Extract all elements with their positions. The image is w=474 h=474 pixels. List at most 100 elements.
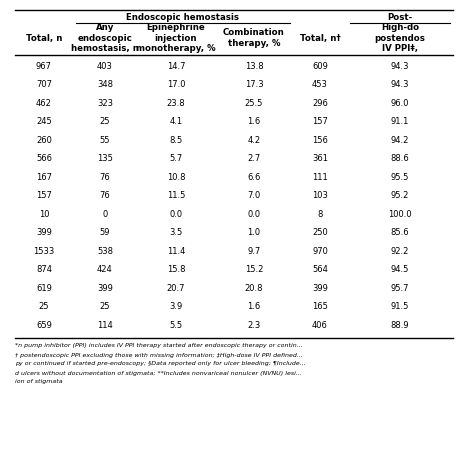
Text: 403: 403: [97, 62, 113, 71]
Text: 95.5: 95.5: [391, 173, 409, 182]
Text: 95.7: 95.7: [391, 284, 409, 293]
Text: 245: 245: [36, 117, 52, 126]
Text: 0.0: 0.0: [169, 210, 182, 219]
Text: 96.0: 96.0: [391, 99, 409, 108]
Text: High-do
postendos
IV PPI‡,: High-do postendos IV PPI‡,: [374, 23, 426, 53]
Text: 11.4: 11.4: [167, 247, 185, 256]
Text: 88.9: 88.9: [391, 321, 410, 330]
Text: 59: 59: [100, 228, 110, 237]
Text: 619: 619: [36, 284, 52, 293]
Text: 25: 25: [100, 117, 110, 126]
Text: Epinephrine
injection
monotherapy, %: Epinephrine injection monotherapy, %: [136, 23, 216, 53]
Text: 970: 970: [312, 247, 328, 256]
Text: 399: 399: [97, 284, 113, 293]
Text: 6.6: 6.6: [247, 173, 261, 182]
Text: 4.2: 4.2: [247, 136, 261, 145]
Text: 100.0: 100.0: [388, 210, 412, 219]
Text: 55: 55: [100, 136, 110, 145]
Text: 10: 10: [39, 210, 49, 219]
Text: 250: 250: [312, 228, 328, 237]
Text: 20.8: 20.8: [245, 284, 263, 293]
Text: 3.9: 3.9: [169, 302, 182, 311]
Text: 76: 76: [100, 191, 110, 200]
Text: 566: 566: [36, 154, 52, 163]
Text: 76: 76: [100, 173, 110, 182]
Text: 707: 707: [36, 80, 52, 89]
Text: 348: 348: [97, 80, 113, 89]
Text: 25: 25: [39, 302, 49, 311]
Text: 967: 967: [36, 62, 52, 71]
Text: 167: 167: [36, 173, 52, 182]
Text: 94.3: 94.3: [391, 62, 409, 71]
Text: 874: 874: [36, 265, 52, 274]
Text: *n pump inhibitor (PPI) includes IV PPI therapy started after endoscopic therapy: *n pump inhibitor (PPI) includes IV PPI …: [15, 344, 303, 348]
Text: 361: 361: [312, 154, 328, 163]
Text: 25: 25: [100, 302, 110, 311]
Text: 0: 0: [102, 210, 108, 219]
Text: Total, n: Total, n: [26, 34, 62, 43]
Text: Post-: Post-: [387, 12, 413, 21]
Text: 15.2: 15.2: [245, 265, 263, 274]
Text: 10.8: 10.8: [167, 173, 185, 182]
Text: 17.3: 17.3: [245, 80, 264, 89]
Text: 538: 538: [97, 247, 113, 256]
Text: 85.6: 85.6: [391, 228, 410, 237]
Text: 11.5: 11.5: [167, 191, 185, 200]
Text: py or continued if started pre-endoscopy; §Data reported only for ulcer bleeding: py or continued if started pre-endoscopy…: [15, 362, 306, 366]
Text: † postendoscopic PPI excluding those with missing information; ‡High-dose IV PPI: † postendoscopic PPI excluding those wit…: [15, 353, 303, 357]
Text: 1.6: 1.6: [247, 117, 261, 126]
Text: 13.8: 13.8: [245, 62, 264, 71]
Text: 114: 114: [97, 321, 113, 330]
Text: 260: 260: [36, 136, 52, 145]
Text: 8: 8: [317, 210, 323, 219]
Text: 609: 609: [312, 62, 328, 71]
Text: 91.5: 91.5: [391, 302, 409, 311]
Text: 15.8: 15.8: [167, 265, 185, 274]
Text: Combination
therapy, %: Combination therapy, %: [223, 28, 285, 48]
Text: 4.1: 4.1: [169, 117, 182, 126]
Text: 7.0: 7.0: [247, 191, 261, 200]
Text: 462: 462: [36, 99, 52, 108]
Text: Total, n†: Total, n†: [300, 34, 340, 43]
Text: 5.5: 5.5: [169, 321, 182, 330]
Text: 20.7: 20.7: [167, 284, 185, 293]
Text: 17.0: 17.0: [167, 80, 185, 89]
Text: 103: 103: [312, 191, 328, 200]
Text: 25.5: 25.5: [245, 99, 263, 108]
Text: 157: 157: [312, 117, 328, 126]
Text: 91.1: 91.1: [391, 117, 409, 126]
Text: 1.6: 1.6: [247, 302, 261, 311]
Text: 2.7: 2.7: [247, 154, 261, 163]
Text: Any
endoscopic
hemostasis, n: Any endoscopic hemostasis, n: [71, 23, 139, 53]
Text: 2.3: 2.3: [247, 321, 261, 330]
Text: 323: 323: [97, 99, 113, 108]
Text: 659: 659: [36, 321, 52, 330]
Text: 94.3: 94.3: [391, 80, 409, 89]
Text: 399: 399: [312, 284, 328, 293]
Text: 8.5: 8.5: [169, 136, 182, 145]
Text: 111: 111: [312, 173, 328, 182]
Text: 5.7: 5.7: [169, 154, 182, 163]
Text: 94.5: 94.5: [391, 265, 409, 274]
Text: 157: 157: [36, 191, 52, 200]
Text: 1.0: 1.0: [247, 228, 261, 237]
Text: 14.7: 14.7: [167, 62, 185, 71]
Text: 92.2: 92.2: [391, 247, 409, 256]
Text: 23.8: 23.8: [167, 99, 185, 108]
Text: 165: 165: [312, 302, 328, 311]
Text: 156: 156: [312, 136, 328, 145]
Text: 94.2: 94.2: [391, 136, 409, 145]
Text: d ulcers without documentation of stigmata; **Includes nonvariceal nonulcer (NVN: d ulcers without documentation of stigma…: [15, 371, 302, 375]
Text: 453: 453: [312, 80, 328, 89]
Text: 0.0: 0.0: [247, 210, 261, 219]
Text: 296: 296: [312, 99, 328, 108]
Text: 88.6: 88.6: [391, 154, 410, 163]
Text: ion of stigmata: ion of stigmata: [15, 380, 63, 384]
Text: 135: 135: [97, 154, 113, 163]
Text: 424: 424: [97, 265, 113, 274]
Text: 95.2: 95.2: [391, 191, 409, 200]
Text: 406: 406: [312, 321, 328, 330]
Text: 9.7: 9.7: [247, 247, 261, 256]
Text: 3.5: 3.5: [169, 228, 182, 237]
Text: Endoscopic hemostasis: Endoscopic hemostasis: [127, 12, 239, 21]
